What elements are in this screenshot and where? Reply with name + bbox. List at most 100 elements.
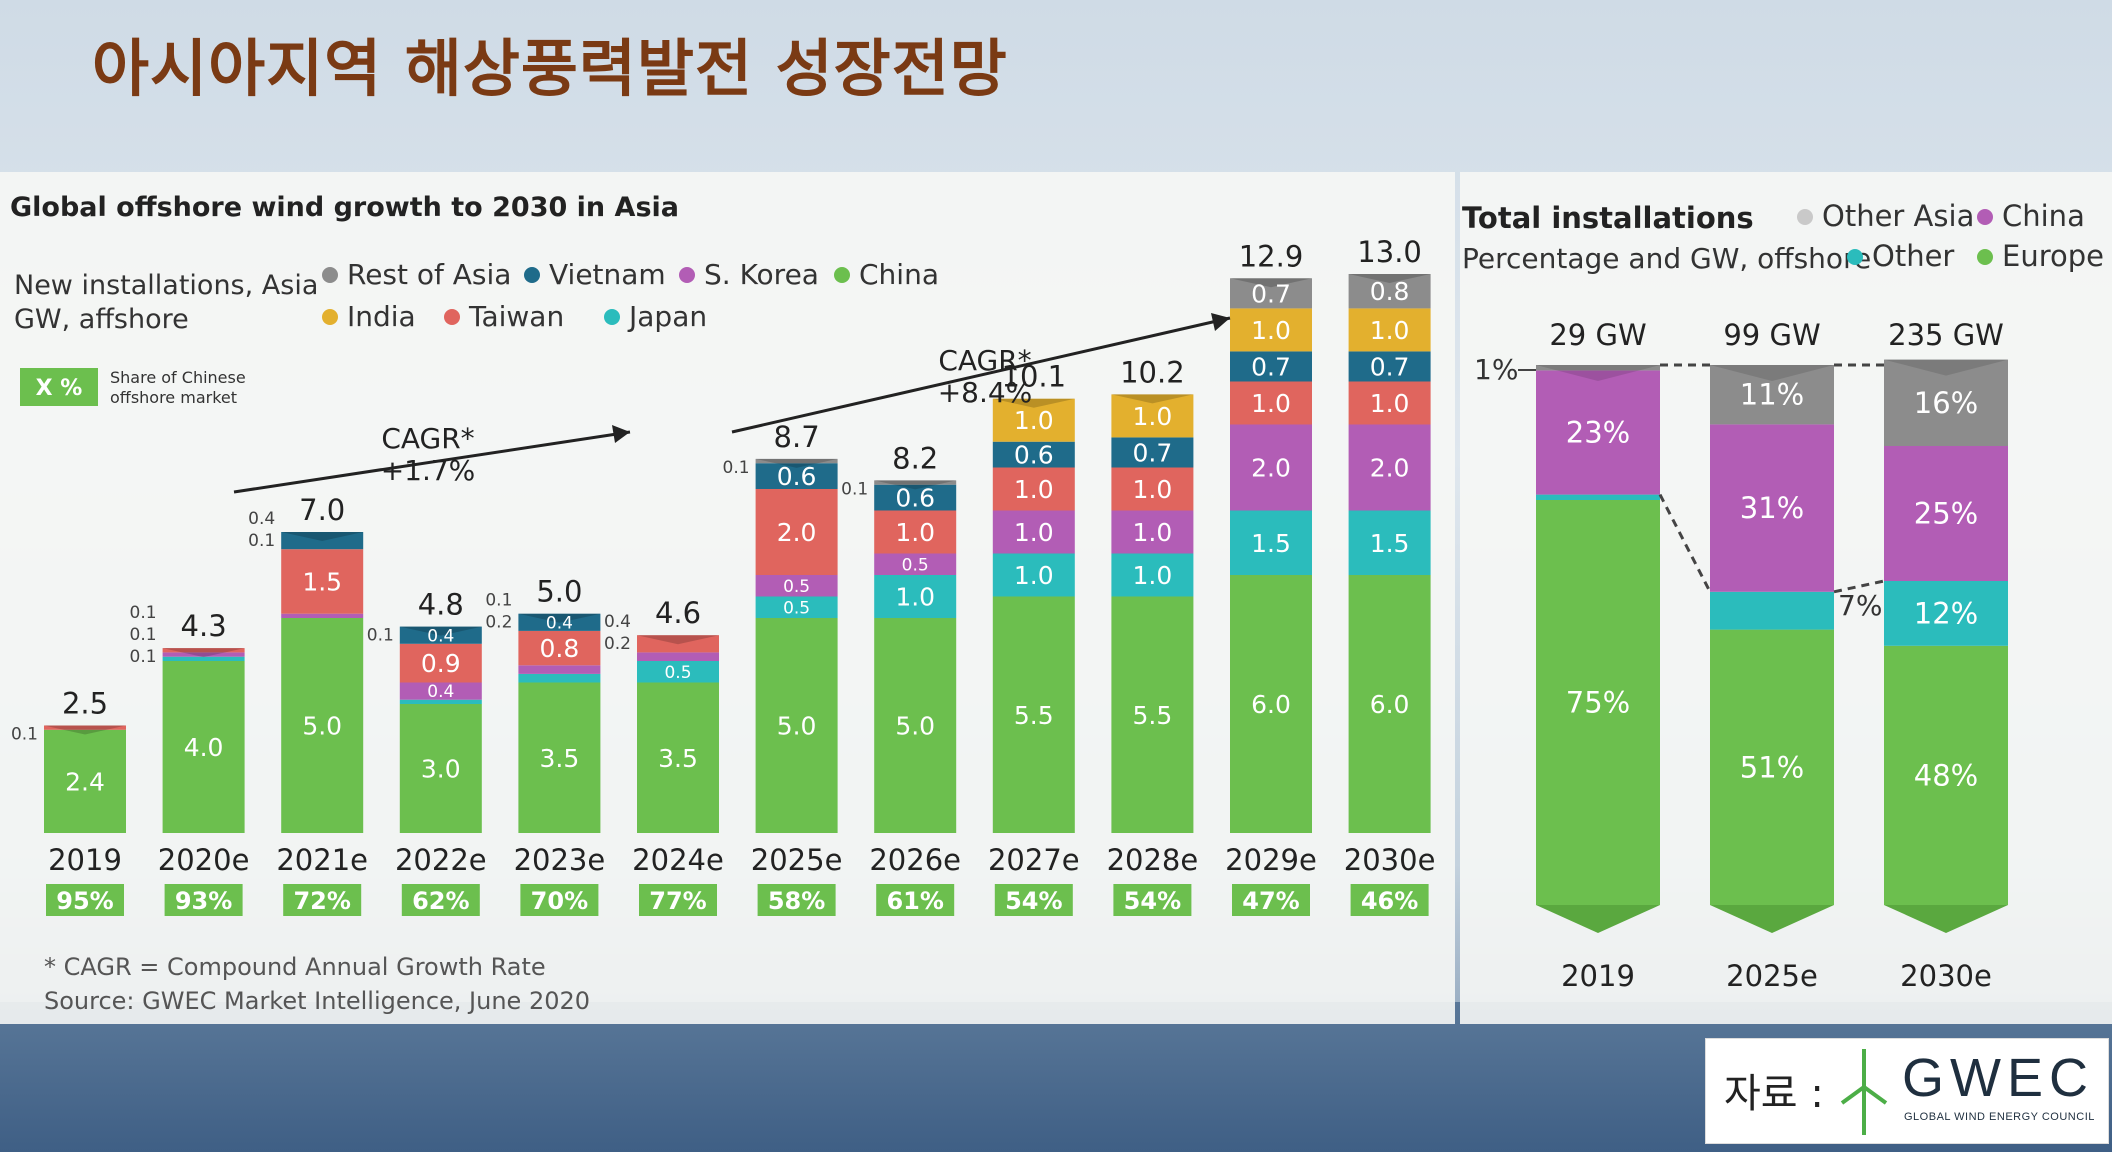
- pct-segment-label: 12%: [1914, 596, 1978, 630]
- small-value-label: 0.1: [130, 647, 157, 667]
- bar-segment: [1111, 394, 1194, 438]
- cagr-arrow-2: [731, 316, 1231, 434]
- bar-segment: [992, 553, 1075, 597]
- bar-segment: [1230, 351, 1312, 382]
- bar-top-face: [1348, 274, 1431, 283]
- bar-segment: [992, 510, 1075, 554]
- segment-value-label: 0.7: [1251, 352, 1291, 381]
- bar-top-face: [1111, 394, 1194, 404]
- bar-top-face: [281, 532, 364, 541]
- legend-marker: [322, 267, 338, 283]
- bar-segment: [637, 682, 719, 833]
- bar-segment: [637, 661, 719, 683]
- china-share-box: [520, 884, 599, 916]
- bar-total-label: 2.5: [62, 687, 108, 721]
- small-value-label: 0.2: [485, 613, 512, 633]
- cagr-arrowhead-1: [612, 425, 630, 443]
- bar-segment: [1230, 381, 1312, 425]
- chart1-title: Global offshore wind growth to 2030 in A…: [10, 192, 679, 223]
- outside-pct-label: 1%: [1474, 353, 1518, 386]
- bar-segment: [399, 699, 482, 704]
- china-share-box: [994, 884, 1073, 916]
- bar-total-label: 8.2: [892, 441, 938, 475]
- china-share-label: 58%: [768, 887, 825, 915]
- segment-value-label: 0.4: [546, 613, 573, 633]
- pct-total-label: 99 GW: [1723, 318, 1820, 352]
- small-value-label: 0.1: [130, 603, 157, 623]
- bar-segment: [518, 630, 601, 666]
- legend-item: China: [859, 258, 939, 291]
- segment-value-label: 0.5: [902, 555, 929, 575]
- pct-segment-label: 23%: [1566, 416, 1630, 450]
- china-share-box: [876, 884, 955, 916]
- china-share-label: 93%: [175, 887, 232, 915]
- pct-bar-top-face: [1536, 365, 1660, 381]
- bar-segment: [1348, 381, 1431, 425]
- bar-segment: [1230, 308, 1312, 352]
- pct-total-label: 29 GW: [1549, 318, 1646, 352]
- cagr-label-2: +8.4%: [938, 376, 1033, 409]
- legend-item: S. Korea: [704, 258, 819, 291]
- share-key-label: X %: [36, 376, 83, 401]
- china-share-label: 47%: [1242, 887, 1299, 915]
- bar-total-label: 12.9: [1239, 239, 1304, 273]
- bar-total-label: 10.2: [1120, 355, 1185, 389]
- bar-segment: [1348, 424, 1431, 511]
- pct-total-label: 235 GW: [1888, 318, 2004, 352]
- segment-value-label: 1.0: [1370, 389, 1410, 418]
- wind-turbine-icon: [1840, 1049, 1888, 1135]
- legend2-marker: [1977, 209, 1993, 225]
- china-share-label: 46%: [1361, 887, 1418, 915]
- segment-value-label: 1.5: [1251, 529, 1291, 558]
- bar-segment: [162, 656, 245, 661]
- bar-segment: [399, 704, 482, 833]
- segment-value-label: 1.0: [1014, 518, 1054, 547]
- segment-value-label: 1.0: [895, 583, 935, 612]
- segment-value-label: 1.0: [1133, 475, 1173, 504]
- segment-value-label: 0.5: [783, 577, 810, 597]
- segment-value-label: 1.0: [1251, 316, 1291, 345]
- bar-segment: [874, 618, 957, 833]
- legend-marker: [604, 309, 620, 325]
- legend2-marker: [1977, 249, 1993, 265]
- bar-segment: [874, 575, 957, 618]
- source-logo-box: 자료 : GWEC GLOBAL WIND ENERGY COUNCIL: [1705, 1038, 2109, 1144]
- china-share-label: 95%: [56, 887, 113, 915]
- segment-value-label: 0.7: [1133, 438, 1173, 467]
- bar-top-face: [399, 626, 482, 636]
- bar-segment: [281, 549, 364, 614]
- bar-segment: [992, 398, 1075, 442]
- legend-marker: [679, 267, 695, 283]
- pct-bar-segment: [1536, 500, 1660, 905]
- bar-segment: [399, 626, 482, 644]
- bar-segment: [1230, 278, 1312, 309]
- segment-value-label: 1.0: [1251, 389, 1291, 418]
- pct-segment-label: 11%: [1740, 378, 1804, 412]
- gwec-logo-text: GWEC: [1902, 1048, 2094, 1108]
- china-share-box: [164, 884, 243, 916]
- segment-value-label: 5.5: [1133, 701, 1173, 730]
- legend-item: Vietnam: [549, 258, 666, 291]
- segment-value-label: 0.4: [427, 626, 454, 646]
- chart2-subtitle: Percentage and GW, offshore: [1462, 242, 1871, 275]
- china-share-box: [1113, 884, 1192, 916]
- share-key-box: [20, 368, 98, 406]
- legend-marker: [524, 267, 540, 283]
- bar-segment: [874, 553, 957, 575]
- bar-top-face: [518, 613, 601, 623]
- pct-bar-segment: [1536, 365, 1660, 371]
- segment-value-label: 3.5: [540, 744, 580, 773]
- outside-pct-label: 7%: [1838, 589, 1882, 622]
- small-value-label: 0.1: [367, 626, 394, 646]
- small-value-label: 0.1: [11, 725, 38, 745]
- pct-bar-segment: [1710, 365, 1834, 425]
- legend-marker: [834, 267, 850, 283]
- pct-category-label: 2019: [1561, 959, 1635, 993]
- segment-value-label: 2.0: [1370, 454, 1410, 483]
- bar-segment: [1348, 575, 1431, 833]
- page-title: 아시아지역 해상풍력발전 성장전망: [92, 32, 1008, 105]
- bar-segment: [992, 596, 1075, 833]
- pct-segment-label: 31%: [1740, 491, 1804, 525]
- pct-bar-top-face: [1884, 359, 2008, 376]
